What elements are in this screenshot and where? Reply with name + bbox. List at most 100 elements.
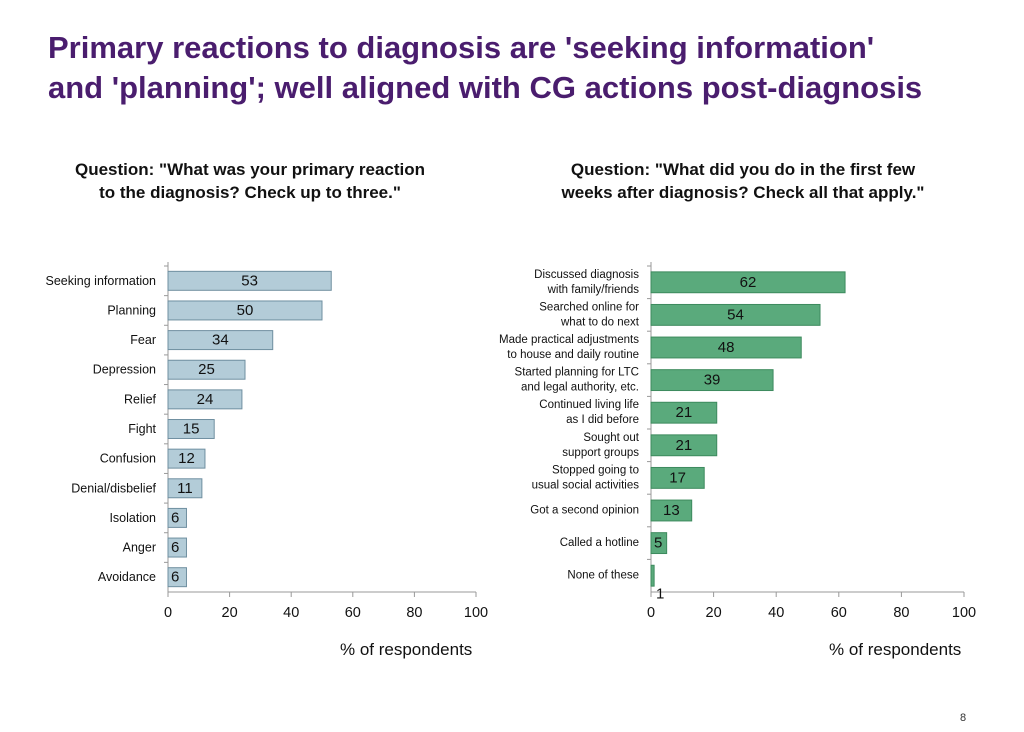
right-category-label: Stopped going to usual social activities bbox=[532, 464, 640, 491]
left-category-label-line: Isolation bbox=[109, 511, 156, 525]
left-category-label-line: Fight bbox=[128, 422, 156, 436]
right-x-tick-label: 80 bbox=[893, 605, 909, 621]
left-value-label: 6 bbox=[171, 539, 179, 556]
left-value-label: 11 bbox=[177, 480, 193, 497]
right-value-label: 62 bbox=[740, 274, 757, 291]
left-category-label: Planning bbox=[107, 303, 156, 317]
left-value-label: 6 bbox=[171, 569, 179, 586]
left-category-label: Isolation bbox=[109, 511, 156, 525]
right-category-label: Continued living life as I did before bbox=[539, 399, 639, 426]
right-value-label: 39 bbox=[704, 372, 721, 389]
right-value-label: 54 bbox=[727, 306, 744, 323]
left-bar bbox=[167, 478, 203, 499]
right-category-label-line: what to do next bbox=[560, 316, 640, 328]
right-question-line-1: Question: "What did you do in the first … bbox=[570, 160, 916, 179]
right-x-tick-label: 100 bbox=[952, 605, 976, 621]
left-question-line-2: to the diagnosis? Check up to three." bbox=[99, 183, 401, 202]
right-bar bbox=[650, 271, 846, 294]
right-category-label: Started planning for LTC and legal author… bbox=[515, 367, 639, 394]
left-category-label: Fear bbox=[130, 333, 156, 347]
left-x-tick-label: 60 bbox=[345, 605, 361, 621]
right-question-line-2: weeks after diagnosis? Check all that ap… bbox=[561, 183, 925, 202]
right-category-label: Searched online for what to do next bbox=[539, 301, 640, 328]
left-bar bbox=[167, 448, 206, 469]
right-category-label-line: to house and daily routine bbox=[507, 349, 639, 361]
right-bar bbox=[650, 336, 802, 359]
right-category-label: Discussed diagnosis with family/friends bbox=[534, 269, 639, 296]
left-category-label-line: Avoidance bbox=[98, 570, 156, 584]
left-category-label: Depression bbox=[93, 363, 156, 377]
right-x-tick-label: 60 bbox=[831, 605, 847, 621]
page-number: 8 bbox=[960, 712, 967, 724]
right-category-label-line: support groups bbox=[562, 447, 639, 459]
right-value-label: 21 bbox=[676, 437, 693, 454]
left-bar bbox=[167, 537, 187, 558]
left-category-label: Relief bbox=[124, 392, 156, 406]
left-category-label: Anger bbox=[123, 541, 156, 555]
right-category-label-line: Got a second opinion bbox=[530, 505, 639, 517]
right-category-label-line: and legal authority, etc. bbox=[521, 382, 639, 394]
right-x-axis-label: % of respondents bbox=[829, 640, 962, 659]
left-bar bbox=[167, 419, 215, 439]
left-category-label-line: Anger bbox=[123, 541, 156, 555]
right-bar bbox=[650, 303, 821, 326]
page-title: Primary reactions to diagnosis are 'seek… bbox=[48, 28, 998, 108]
right-bar bbox=[650, 466, 705, 489]
left-category-label-line: Confusion bbox=[100, 452, 156, 466]
right-bar bbox=[650, 564, 655, 587]
left-bar bbox=[167, 507, 187, 528]
left-category-label: Denial/disbelief bbox=[71, 481, 156, 495]
right-x-tick-label: 20 bbox=[706, 605, 722, 621]
left-value-label: 50 bbox=[237, 302, 254, 319]
right-category-label-line: Searched online for bbox=[539, 301, 639, 313]
left-category-label-line: Depression bbox=[93, 363, 156, 377]
title-line-1: Primary reactions to diagnosis are 'seek… bbox=[48, 30, 875, 65]
right-bar bbox=[650, 499, 693, 522]
right-category-label-line: usual social activities bbox=[532, 479, 640, 491]
right-category-label-line: Sought out bbox=[583, 432, 639, 444]
right-value-label: 5 bbox=[654, 535, 662, 552]
left-value-label: 12 bbox=[178, 450, 195, 467]
left-x-tick-label: 20 bbox=[222, 605, 238, 621]
right-category-label-line: with family/friends bbox=[547, 284, 640, 296]
right-category-label-line: as I did before bbox=[566, 414, 639, 426]
left-bar bbox=[167, 567, 187, 588]
right-x-tick-label: 40 bbox=[768, 605, 784, 621]
right-value-label: 48 bbox=[718, 339, 735, 356]
right-category-label: Called a hotline bbox=[560, 537, 639, 549]
left-x-tick-label: 100 bbox=[464, 605, 488, 621]
left-category-label-line: Fear bbox=[130, 333, 156, 347]
left-bar bbox=[167, 330, 274, 351]
left-question-line-1: Question: "What was your primary reactio… bbox=[74, 160, 426, 179]
left-value-label: 15 bbox=[183, 421, 200, 438]
right-value-label: 17 bbox=[669, 469, 686, 486]
left-x-tick-label: 80 bbox=[406, 605, 422, 621]
left-x-tick-label: 0 bbox=[164, 605, 172, 621]
left-chart-question: Question: "What was your primary reactio… bbox=[40, 158, 460, 204]
left-bar bbox=[167, 359, 246, 380]
right-category-label: Made practical adjustments to house and d… bbox=[499, 334, 639, 361]
right-bar bbox=[650, 401, 718, 424]
left-value-label: 6 bbox=[171, 509, 179, 526]
left-category-label-line: Denial/disbelief bbox=[71, 481, 156, 495]
right-bar bbox=[650, 369, 774, 392]
right-category-label-line: Started planning for LTC bbox=[515, 367, 639, 379]
left-category-label-line: Relief bbox=[124, 392, 156, 406]
left-category-label: Avoidance bbox=[98, 570, 156, 584]
right-category-label: Sought out support groups bbox=[562, 432, 640, 459]
left-x-axis-label: % of respondents bbox=[340, 640, 473, 659]
right-category-label-line: Stopped going to bbox=[552, 464, 639, 476]
left-category-label-line: Planning bbox=[107, 303, 156, 317]
left-value-label: 25 bbox=[198, 361, 215, 378]
right-category-label-line: Made practical adjustments bbox=[499, 334, 639, 346]
right-x-tick-label: 0 bbox=[647, 605, 655, 621]
right-value-label: 1 bbox=[656, 586, 664, 603]
title-line-2: and 'planning'; well aligned with CG act… bbox=[48, 70, 923, 105]
left-bar bbox=[167, 270, 332, 291]
left-category-label-line: Seeking information bbox=[46, 274, 157, 288]
left-value-label: 53 bbox=[241, 272, 258, 289]
right-category-label-line: Discussed diagnosis bbox=[534, 269, 639, 281]
right-category-label: None of these bbox=[567, 570, 639, 582]
